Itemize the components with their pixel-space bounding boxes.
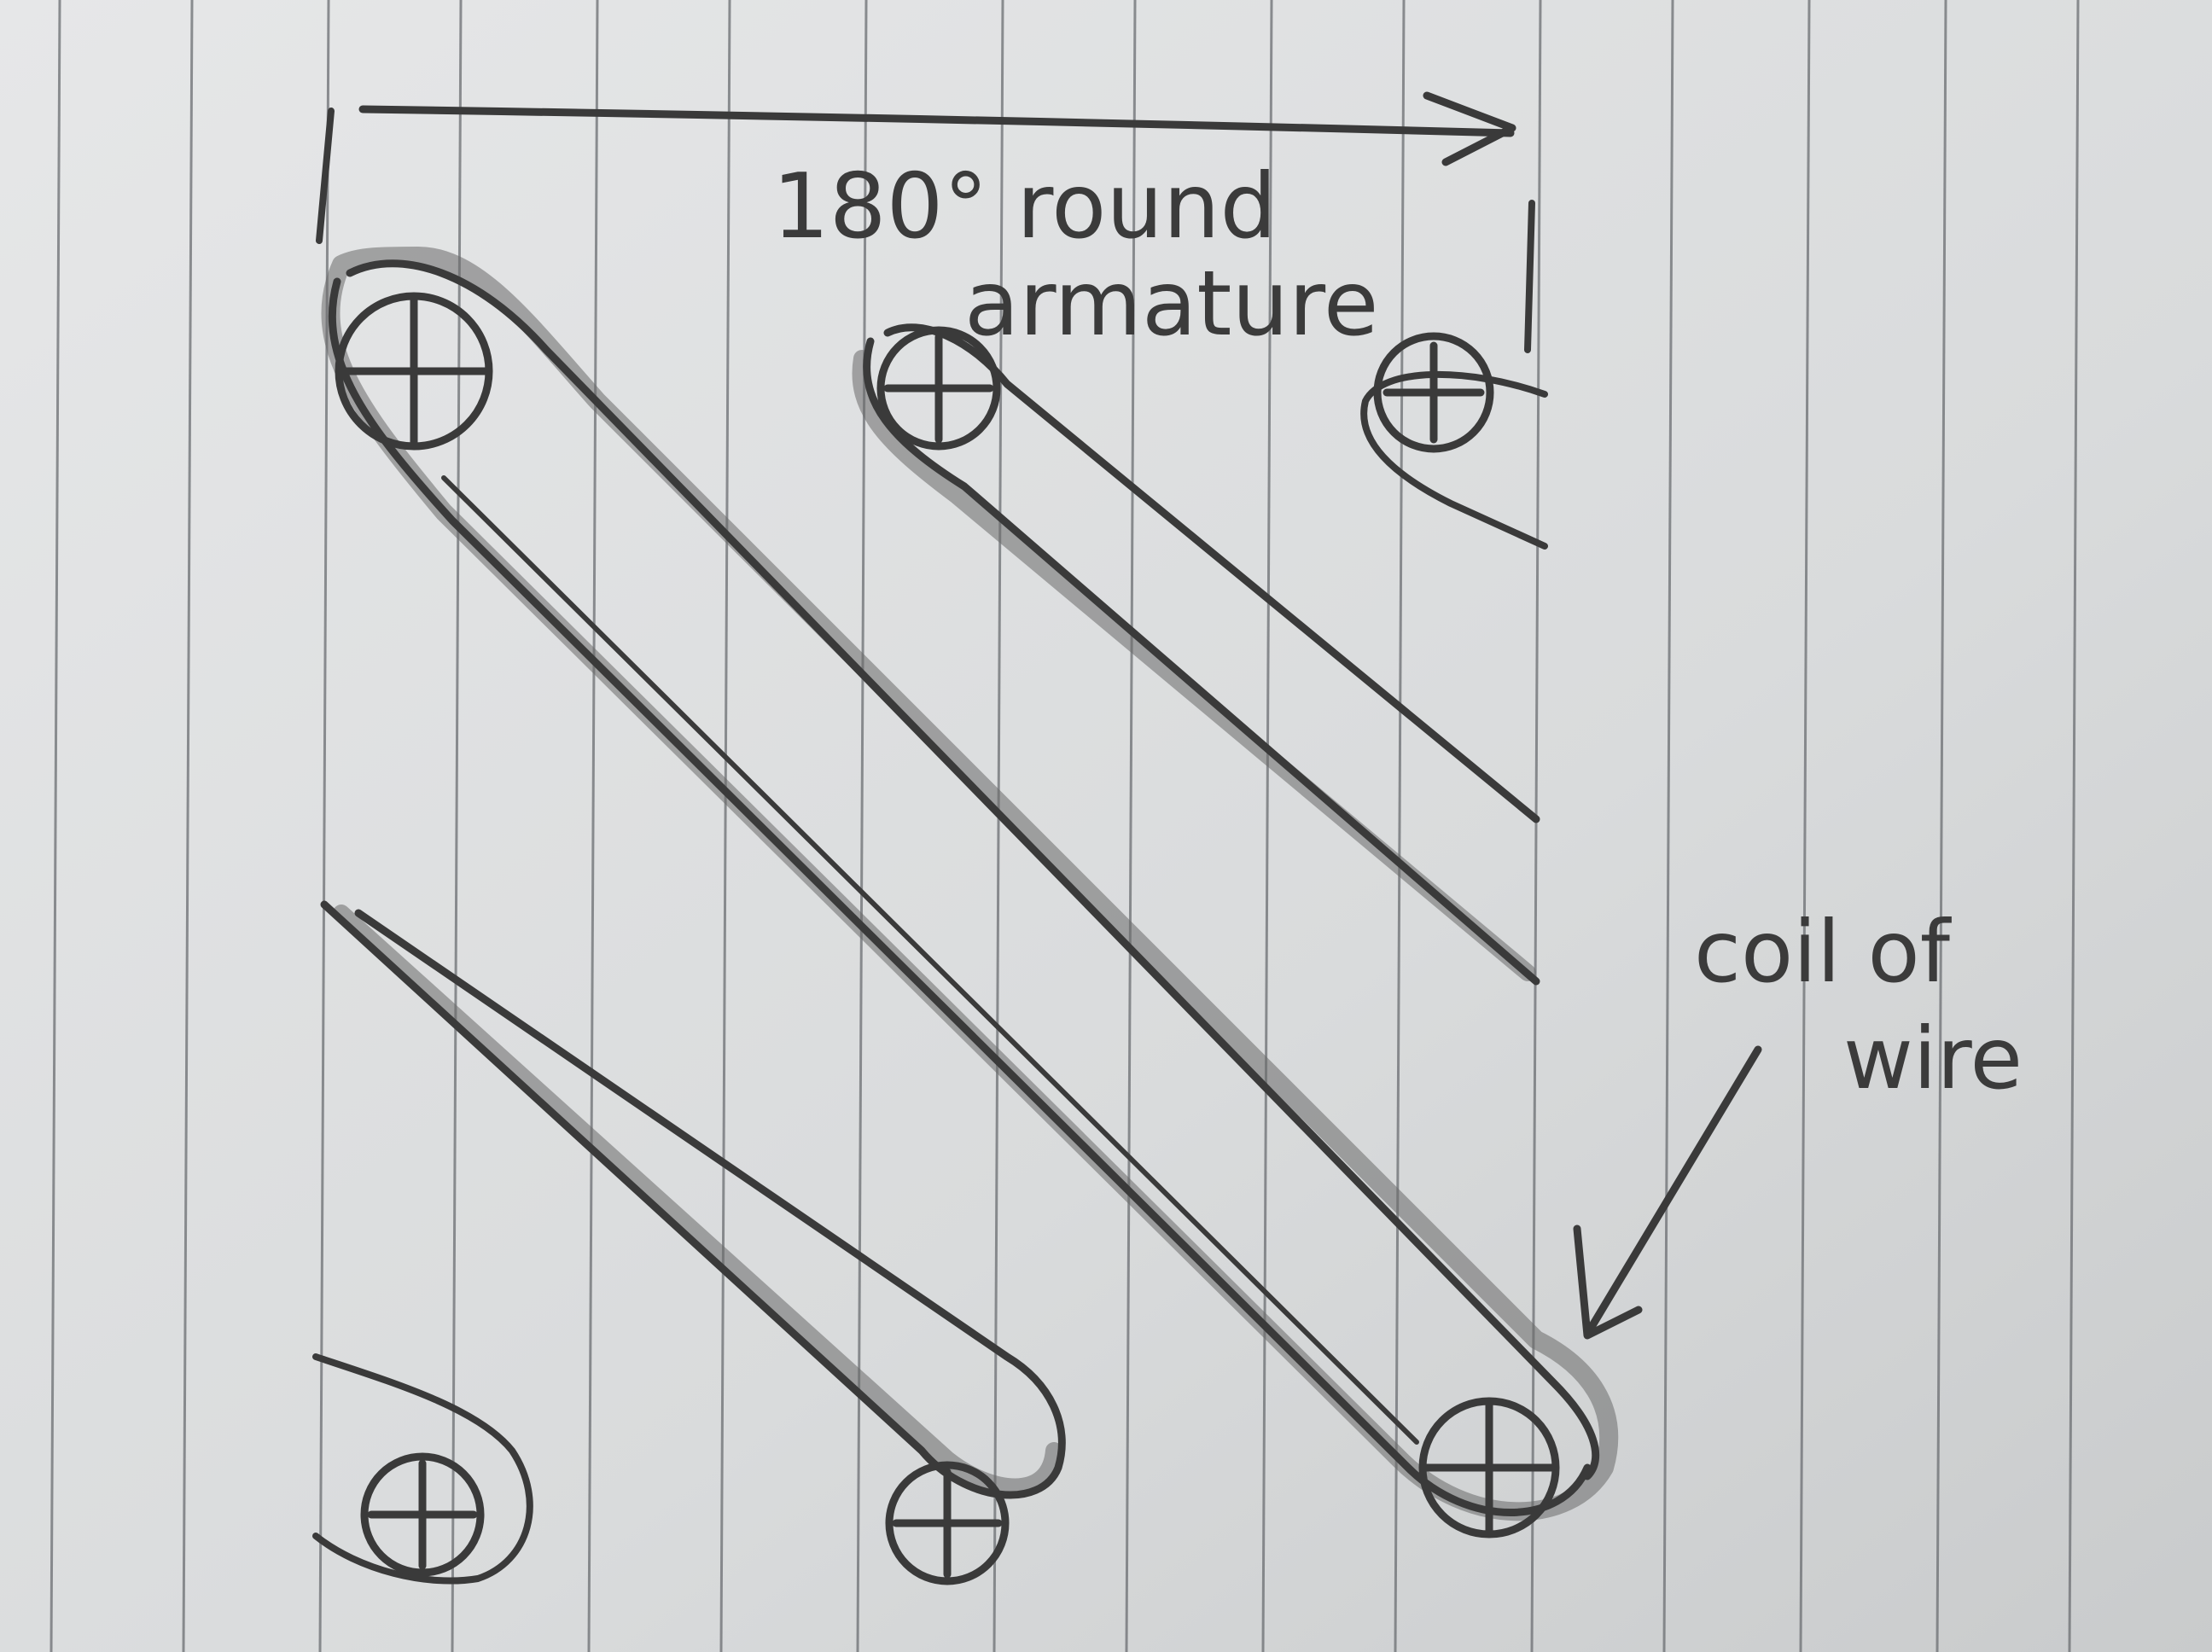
angle-label-line2: armature	[964, 252, 1378, 356]
circled-cross-icon	[1373, 332, 1494, 453]
ruled-lines	[49, 0, 2080, 1652]
angle-label-line1: 180° round	[772, 154, 1277, 259]
circled-cross-icon	[360, 1452, 485, 1577]
circled-cross-icon	[885, 1461, 1010, 1585]
span-tick-right	[1524, 200, 1535, 353]
arrow-right-icon	[358, 91, 1516, 166]
callout-label-line2: wire	[1843, 1009, 2023, 1108]
circled-cross-icon	[335, 292, 493, 451]
circled-cross-icon	[876, 326, 1001, 451]
bottom-left-armature-stub	[312, 1353, 533, 1585]
arrow-down-left-icon	[1573, 1045, 1762, 1340]
callout-label-line1: coil of	[1694, 902, 1953, 1002]
right-armature-stub	[1360, 371, 1548, 550]
circled-cross-icon	[1418, 1397, 1560, 1539]
span-tick-left	[316, 108, 335, 244]
